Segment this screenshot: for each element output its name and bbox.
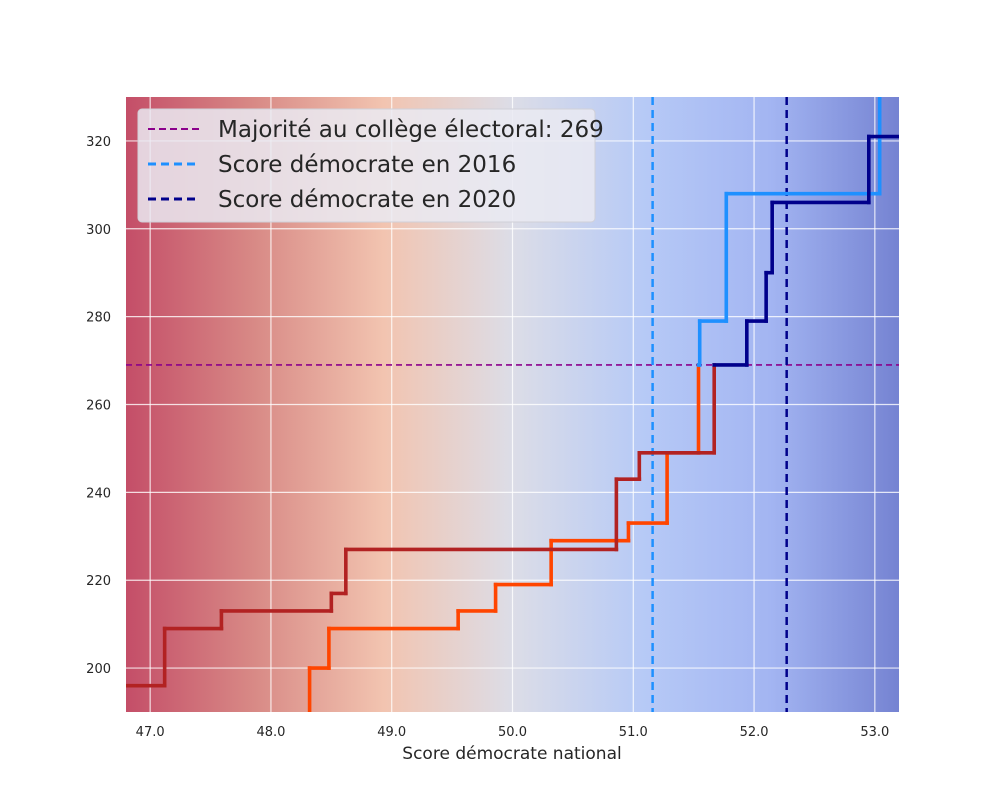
- legend-label-2016: Score démocrate en 2016: [218, 152, 516, 178]
- legend-label-2020: Score démocrate en 2020: [218, 187, 516, 213]
- x-tick-label: 52.0: [740, 725, 769, 740]
- y-tick-label: 240: [86, 486, 111, 501]
- x-tick-label: 50.0: [498, 725, 527, 740]
- x-tick-labels: 47.0 48.0 49.0 50.0 51.0 52.0 53.0: [136, 725, 890, 740]
- x-tick-label: 53.0: [860, 725, 889, 740]
- y-tick-label: 260: [86, 399, 111, 414]
- legend-box: [137, 108, 596, 223]
- y-tick-label: 220: [86, 574, 111, 589]
- y-tick-label: 320: [86, 135, 111, 150]
- reference-lines: [126, 97, 899, 712]
- y-tick-labels: 200 220 240 260 280 300 320: [86, 135, 111, 677]
- y-tick-label: 200: [86, 662, 111, 677]
- x-tick-label: 48.0: [256, 725, 285, 740]
- x-axis-title: Score démocrate national: [402, 744, 621, 764]
- legend: Majorité au collège électoral: 269 Score…: [137, 108, 604, 223]
- x-tick-label: 51.0: [619, 725, 648, 740]
- series: [126, 97, 899, 712]
- y-tick-label: 300: [86, 223, 111, 238]
- x-tick-label: 49.0: [377, 725, 406, 740]
- y-tick-label: 280: [86, 311, 111, 326]
- x-tick-label: 47.0: [136, 725, 165, 740]
- legend-label-majority: Majorité au collège électoral: 269: [218, 117, 604, 143]
